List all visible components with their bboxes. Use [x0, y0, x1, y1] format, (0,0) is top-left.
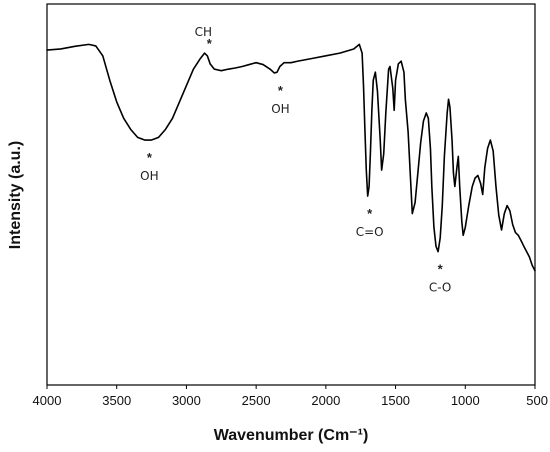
annotation-star: *: [438, 262, 444, 277]
x-tick-label: 2000: [311, 393, 340, 408]
x-tick-label: 4000: [33, 393, 62, 408]
x-tick-label: 3500: [102, 393, 131, 408]
series-layer: [46, 43, 536, 272]
annotation-label: OH: [140, 169, 158, 183]
plot-frame: [46, 3, 536, 386]
y-axis-label: Intensity (a.u.): [7, 141, 24, 249]
annotations: *CH*OH*OH*C=O*C-O: [140, 25, 451, 295]
x-tick-label: 1000: [451, 393, 480, 408]
x-tick-label: 1500: [381, 393, 410, 408]
annotation-label: CH: [195, 25, 212, 39]
spectrum-line-0: [46, 43, 536, 272]
annotation-label: C-O: [429, 281, 452, 295]
x-axis-label: Wavenumber (Cm⁻¹): [214, 427, 369, 444]
annotation-star: *: [367, 206, 373, 221]
x-tick-label: 2500: [242, 393, 271, 408]
annotation-star: *: [147, 150, 153, 165]
annotation-label: OH: [271, 102, 289, 116]
x-tick-label: 3000: [172, 393, 201, 408]
x-tick-label: 500: [526, 393, 548, 408]
x-axis-ticks: 4000 3500 3000 2500 2000 1500 1000 500: [33, 385, 548, 408]
annotation-star: *: [278, 83, 284, 98]
annotation-label: C=O: [356, 225, 384, 239]
annotation-star: *: [207, 36, 213, 51]
